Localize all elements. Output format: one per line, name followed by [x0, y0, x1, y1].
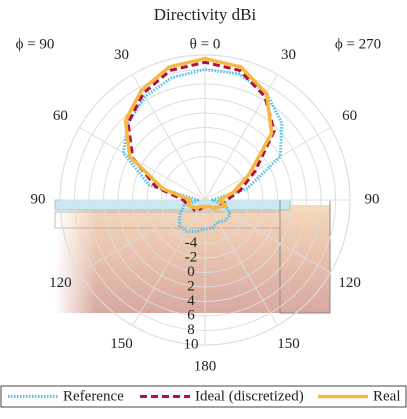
theta-tick-label: 30 — [281, 47, 296, 63]
legend-label: Ideal (discretized) — [195, 388, 304, 404]
theta-tick-label: 30 — [114, 47, 129, 63]
theta-tick-label: 60 — [342, 108, 357, 124]
theta-tick-label: 180 — [194, 358, 217, 374]
left-label: ϕ = 90 — [16, 36, 55, 52]
theta-tick-label: 120 — [338, 275, 361, 291]
right-label: ϕ = 270 — [335, 36, 381, 52]
grid-spoke — [133, 74, 206, 200]
legend: Reference Ideal (discretized) Real — [1, 386, 406, 407]
series-line — [126, 59, 272, 208]
chart: Directivity dBi ϕ = 90 θ = 0 ϕ = 270 Ref… — [0, 0, 407, 414]
theta-tick-label: 90 — [365, 191, 380, 207]
theta-tick-label: 150 — [110, 336, 133, 352]
theta-tick-label: 60 — [53, 108, 68, 124]
chart-title: Directivity dBi — [154, 5, 257, 24]
legend-label: Real — [373, 388, 401, 404]
top-label: θ = 0 — [190, 36, 221, 52]
legend-label: Reference — [63, 388, 124, 404]
grid-spoke — [79, 128, 205, 201]
theta-tick-label: 150 — [277, 336, 300, 352]
theta-tick-label: 90 — [31, 191, 46, 207]
r-tick-label: 10 — [184, 336, 199, 352]
theta-tick-label: 120 — [49, 275, 72, 291]
